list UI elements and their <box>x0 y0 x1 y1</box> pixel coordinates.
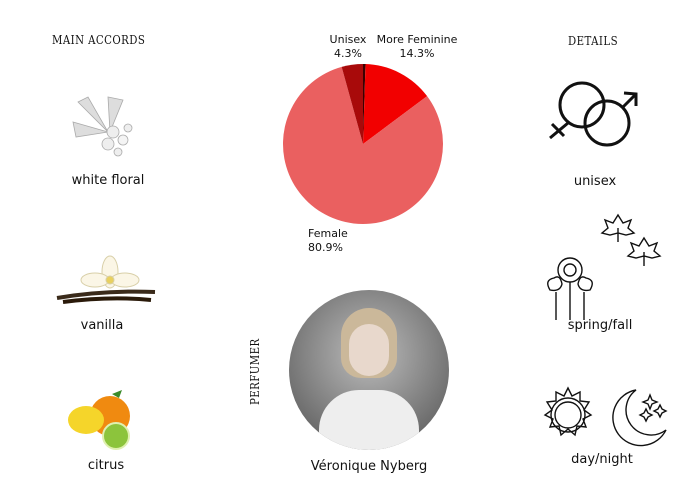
perfumer-name: Véronique Nyberg <box>310 459 428 474</box>
vanilla-icon <box>56 255 156 304</box>
season-icon <box>547 213 662 320</box>
accords-title: MAIN ACCORDS <box>52 33 146 47</box>
pie-value-unisex: 4.3% <box>334 47 362 60</box>
accord-vanilla: vanilla <box>80 318 124 333</box>
detail-unisex: unisex <box>573 174 617 189</box>
pie-slice-more-feminine <box>363 64 428 144</box>
citrus-icon <box>68 390 130 450</box>
perfumer-title: PERFUMER <box>248 338 262 405</box>
details-title: DETAILS <box>568 34 619 48</box>
pie-label-unisex: Unisex <box>329 33 367 46</box>
pie-slice-female <box>283 66 443 225</box>
pie-label-more-feminine: More Feminine <box>376 33 458 46</box>
day-night-icon <box>543 386 668 447</box>
pie-value-more-feminine: 14.3% <box>399 47 435 60</box>
accord-citrus: citrus <box>87 458 125 473</box>
detail-spring-fall: spring/fall <box>567 318 633 333</box>
pie-slice-unisex <box>341 64 363 144</box>
pie-value-female: 80.9% <box>308 241 343 254</box>
pie-label-female: Female <box>308 227 348 240</box>
perfumer-photo <box>289 290 449 450</box>
gender-icon <box>549 81 638 147</box>
accord-white-floral: white floral <box>71 173 145 188</box>
pie-slice-other <box>363 64 366 144</box>
gender-pie-chart <box>283 64 443 225</box>
white-floral-icon <box>72 96 133 157</box>
detail-day-night: day/night <box>571 452 633 467</box>
